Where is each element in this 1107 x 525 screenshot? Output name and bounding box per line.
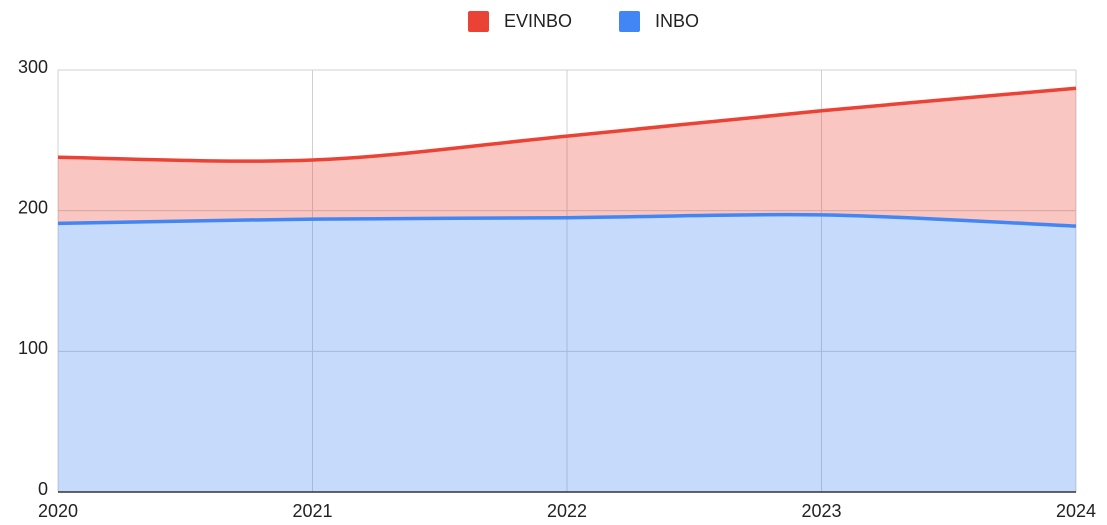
legend-swatch [619,11,640,32]
y-tick-label: 100 [18,338,48,358]
line [57,86,1077,163]
x-tick-label: 2023 [801,501,841,521]
x-tick-label: 2024 [1056,501,1096,521]
y-tick-label: 200 [18,197,48,217]
x-tick-label: 2020 [38,501,78,521]
legend-label: INBO [655,11,699,31]
x-tick-label: 2022 [547,501,587,521]
legend-label: EVINBO [504,11,572,31]
x-tick-label: 2021 [292,501,332,521]
y-tick-label: 0 [38,479,48,499]
legend-swatch [468,11,489,32]
area [58,88,1076,227]
area [58,214,1076,492]
y-tick-label: 300 [18,57,48,77]
line [57,212,1077,228]
